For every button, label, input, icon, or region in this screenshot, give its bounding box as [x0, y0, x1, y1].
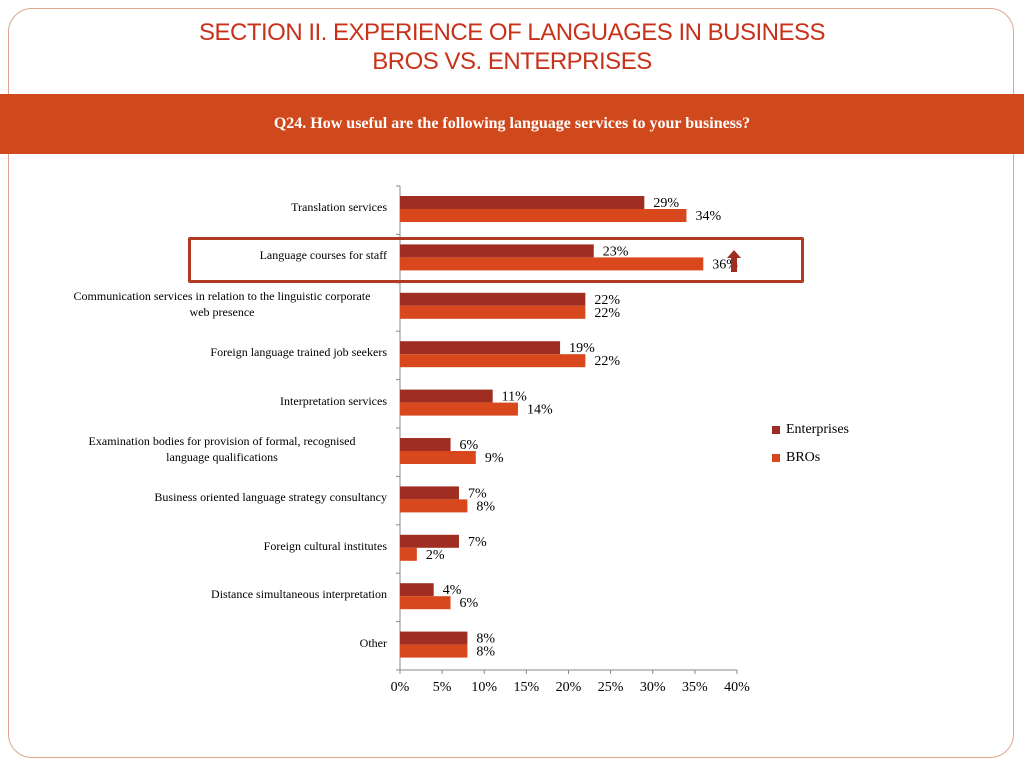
slide-frame	[8, 8, 1014, 758]
x-tick-label: 25%	[598, 680, 624, 695]
bar-bros	[400, 451, 476, 464]
slide-title: SECTION II. EXPERIENCE OF LANGUAGES IN B…	[0, 18, 1024, 76]
category-label: Communication services in relation to th…	[57, 288, 387, 320]
bar-enterprises	[400, 486, 459, 500]
category-label: Business oriented language strategy cons…	[57, 489, 387, 505]
data-label-enterprises: 22%	[594, 293, 620, 308]
category-label-line: Interpretation services	[280, 393, 387, 408]
category-label-line: Language courses for staff	[259, 248, 387, 263]
data-label-bros: 9%	[485, 451, 504, 466]
bar-enterprises	[400, 292, 586, 306]
category-label-line: Business oriented language strategy cons…	[154, 490, 387, 505]
bar-bros	[400, 499, 468, 513]
data-label-enterprises: 8%	[476, 632, 495, 647]
x-tick-label: 35%	[682, 680, 708, 695]
up-arrow-icon	[727, 250, 741, 272]
category-label-line: Distance simultaneous interpretation	[211, 587, 387, 602]
data-label-bros: 6%	[460, 596, 479, 611]
x-tick-label: 0%	[391, 680, 410, 695]
bar-enterprises	[400, 631, 468, 645]
data-label-enterprises: 11%	[502, 390, 527, 405]
x-tick-label: 40%	[724, 680, 750, 695]
x-tick-label: 20%	[556, 680, 582, 695]
bar-bros	[400, 547, 417, 561]
bar-enterprises	[400, 534, 459, 548]
data-label-bros: 22%	[594, 354, 620, 369]
question-band	[0, 94, 1024, 154]
category-label-line: Examination bodies for provision of form…	[88, 434, 356, 448]
category-label-line: language qualifications	[166, 450, 278, 464]
data-label-enterprises: 6%	[460, 438, 479, 453]
legend-label-bros: BROs	[786, 450, 821, 465]
legend-item-bros: BROs	[772, 444, 849, 472]
x-tick-label: 5%	[433, 680, 452, 695]
category-label: Distance simultaneous interpretation	[57, 586, 387, 602]
data-label-bros: 22%	[594, 306, 620, 321]
data-label-bros: 8%	[476, 645, 495, 660]
highlight-box	[188, 237, 804, 283]
bar-bros	[400, 305, 586, 319]
category-label: Translation services	[57, 199, 387, 215]
x-tick-label: 15%	[514, 680, 540, 695]
legend-item-enterprises: Enterprises	[772, 416, 849, 444]
legend-swatch-bros	[772, 454, 780, 462]
data-label-bros: 8%	[476, 499, 495, 514]
bar-enterprises	[400, 196, 645, 209]
data-label-bros: 34%	[695, 209, 721, 224]
data-label-enterprises: 7%	[468, 486, 487, 501]
data-label-bros: 14%	[527, 403, 553, 418]
category-label: Examination bodies for provision of form…	[57, 433, 387, 465]
data-label-enterprises: 19%	[569, 341, 595, 356]
category-label: Other	[57, 635, 387, 651]
title-line-2: BROS VS. ENTERPRISES	[372, 48, 652, 75]
category-label: Language courses for staff	[57, 247, 387, 263]
data-label-bros: 2%	[426, 548, 445, 563]
bar-enterprises	[400, 244, 594, 258]
category-label-line: Foreign cultural institutes	[263, 538, 387, 553]
category-label-line: Translation services	[291, 200, 387, 214]
title-line-1: SECTION II. EXPERIENCE OF LANGUAGES IN B…	[199, 19, 825, 46]
bar-bros	[400, 257, 704, 271]
data-label-enterprises: 23%	[603, 244, 629, 259]
data-label-enterprises: 7%	[468, 535, 487, 550]
category-label: Interpretation services	[57, 393, 387, 409]
bar-enterprises	[400, 438, 451, 451]
bar-enterprises	[400, 389, 493, 403]
bar-bros	[400, 596, 451, 610]
category-label-line: Communication services in relation to th…	[73, 288, 371, 303]
data-label-enterprises: 4%	[443, 583, 462, 598]
bar-bros	[400, 354, 586, 368]
legend: Enterprises BROs	[772, 416, 849, 472]
bar-enterprises	[400, 583, 434, 597]
category-label: Foreign cultural institutes	[57, 538, 387, 554]
bar-bros	[400, 209, 687, 222]
category-label: Foreign language trained job seekers	[57, 344, 387, 360]
question-text: Q24. How useful are the following langua…	[273, 115, 751, 132]
x-tick-label: 10%	[471, 680, 497, 695]
bar-bros	[400, 402, 518, 416]
legend-label-enterprises: Enterprises	[786, 422, 849, 437]
bar-bros	[400, 644, 468, 658]
data-label-enterprises: 29%	[653, 196, 679, 211]
category-label-line: Other	[359, 635, 387, 650]
category-label-line: Foreign language trained job seekers	[210, 345, 387, 360]
bar-enterprises	[400, 341, 561, 355]
category-label-line: web presence	[189, 304, 255, 319]
legend-swatch-enterprises	[772, 426, 780, 434]
x-tick-label: 30%	[640, 680, 666, 695]
